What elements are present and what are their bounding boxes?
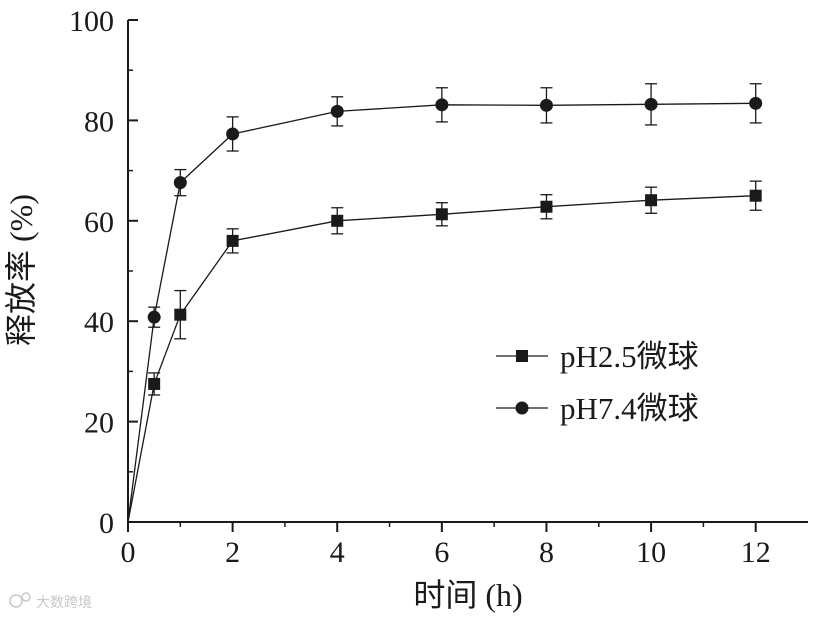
- x-axis-title: 时间 (h): [413, 577, 522, 613]
- data-point: [540, 200, 553, 213]
- y-tick-label: 100: [69, 5, 114, 38]
- data-point: [148, 377, 161, 390]
- data-point: [539, 98, 553, 112]
- legend-item-1: pH2.5微球: [496, 339, 699, 374]
- data-point: [174, 308, 187, 321]
- data-point: [147, 310, 161, 324]
- axes: 0 20 40 60 80 100 0 2 4 6 8 10 12: [69, 5, 808, 569]
- watermark-text: 大数跨境: [36, 595, 92, 611]
- legend-item-2: pH7.4微球: [496, 391, 699, 426]
- y-tick-label: 80: [84, 105, 114, 138]
- legend-label: pH7.4微球: [560, 391, 699, 426]
- data-point: [330, 104, 344, 118]
- legend-label: pH2.5微球: [560, 339, 699, 374]
- watermark-logo-icon: [9, 592, 31, 608]
- data-point: [331, 214, 344, 227]
- data-point: [173, 176, 187, 190]
- data-point: [435, 98, 449, 112]
- data-point: [226, 127, 240, 141]
- series-1: [127, 180, 762, 523]
- y-tick-label: 40: [84, 306, 114, 339]
- legend-marker: [515, 401, 529, 415]
- data-point: [226, 234, 239, 247]
- watermark: 大数跨境: [9, 592, 92, 611]
- x-tick-label: 0: [121, 536, 136, 569]
- y-tick-label: 60: [84, 206, 114, 239]
- x-tick-label: 10: [636, 536, 666, 569]
- y-tick-label: 20: [84, 407, 114, 440]
- y-tick-label: 0: [99, 507, 114, 540]
- legend-marker: [516, 350, 528, 362]
- legend: pH2.5微球 pH7.4微球: [496, 339, 699, 426]
- x-tick-label: 8: [539, 536, 554, 569]
- data-point: [645, 194, 658, 207]
- series-2: [127, 83, 763, 523]
- data-point: [435, 208, 448, 221]
- series-layer: [127, 83, 763, 523]
- y-axis-title: 释放率 (%): [3, 194, 39, 346]
- series-line: [127, 102, 756, 523]
- data-point: [644, 97, 658, 111]
- data-point: [749, 96, 763, 110]
- x-tick-label: 12: [741, 536, 771, 569]
- x-tick-label: 4: [330, 536, 345, 569]
- data-point: [749, 189, 762, 202]
- x-tick-label: 2: [225, 536, 240, 569]
- x-tick-label: 6: [434, 536, 449, 569]
